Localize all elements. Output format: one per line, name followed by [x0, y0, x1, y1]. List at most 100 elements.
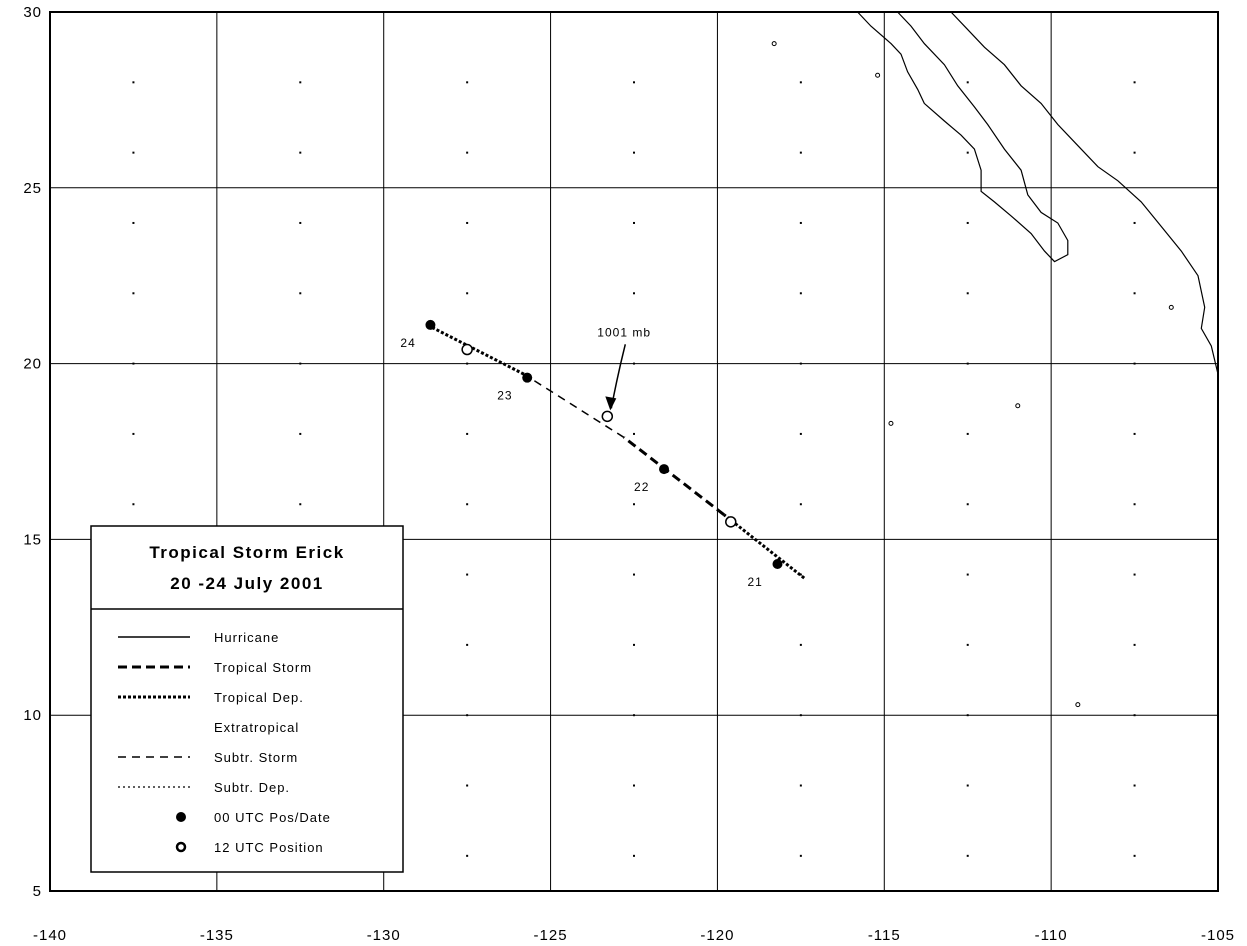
legend-label: Hurricane [214, 630, 279, 645]
grid-dot [633, 714, 635, 717]
storm-track: 21 22 23 24 1001 mb [400, 319, 806, 589]
legend-title: Tropical Storm Erick [149, 543, 344, 562]
grid-dot [633, 503, 635, 506]
lon-tick-label: -110 [1035, 927, 1068, 944]
grid-dot [466, 81, 469, 84]
grid-dot [633, 784, 635, 787]
grid-dot [1133, 784, 1136, 787]
island [1075, 702, 1081, 708]
grid-dot [466, 221, 469, 224]
baja-california-coast [857, 11, 1069, 263]
grid-dot [633, 573, 635, 576]
grid-dot [966, 643, 969, 646]
position-12utc [461, 343, 473, 356]
lon-tick-label: -135 [200, 927, 234, 944]
grid-dot [466, 643, 469, 646]
grid-dot [799, 714, 802, 717]
legend: Tropical Storm Erick 20 -24 July 2001 Hurr… [90, 525, 404, 873]
map-frame [49, 11, 1219, 892]
grid-dot [299, 221, 302, 224]
grid-dot [966, 151, 969, 154]
grid-dot [799, 432, 802, 435]
arrow-head [605, 396, 617, 411]
grid-dot [1133, 362, 1136, 365]
grid-dot [966, 432, 969, 435]
position-00utc [425, 319, 436, 330]
grid-dot [799, 81, 802, 84]
grid-dot [633, 151, 635, 154]
legend-symbol [176, 812, 186, 822]
position-00utc [522, 372, 533, 383]
axis-tick-labels: -140 -135 -130 -125 -120 -115 -110 -105 5 10 15 20 2… [23, 4, 1234, 944]
track-segment [723, 513, 806, 580]
island [1015, 403, 1021, 409]
grid-dot [799, 784, 802, 787]
lon-tick-label: -130 [367, 927, 401, 944]
grid-dot [966, 503, 969, 506]
lat-tick-label: 30 [23, 4, 42, 21]
grid-dot [132, 81, 135, 84]
grid-dot [966, 292, 969, 295]
grid-dot [1133, 292, 1136, 295]
grid-dot [966, 81, 969, 84]
grid-dot [966, 854, 969, 857]
legend-label: 12 UTC Position [214, 840, 324, 855]
grid-dot [799, 221, 802, 224]
grid-dot [633, 854, 635, 857]
lat-tick-label: 25 [23, 180, 42, 197]
mexico-coastline [771, 11, 1219, 708]
lat-tick-label: 15 [23, 531, 42, 548]
grid-dot [299, 503, 302, 506]
grid-dot [799, 854, 802, 857]
grid-dot [966, 784, 969, 787]
mainland-coast [950, 11, 1219, 375]
grid-dot [466, 362, 469, 365]
position-date-label: 22 [634, 480, 649, 494]
legend-label: 00 UTC Pos/Date [214, 810, 331, 825]
island [875, 72, 881, 78]
grid-dot [132, 221, 135, 224]
grid-dot [1133, 432, 1136, 435]
grid-dot [299, 151, 302, 154]
grid-dot [799, 362, 802, 365]
grid-dot [132, 151, 135, 154]
grid-dot [1133, 714, 1136, 717]
grid-dot [1133, 573, 1136, 576]
island [1168, 304, 1174, 310]
grid-dot [633, 292, 635, 295]
grid-dot [299, 362, 302, 365]
grid-dot [966, 714, 969, 717]
lon-tick-label: -125 [534, 927, 568, 944]
legend-label: Tropical Dep. [214, 690, 304, 705]
grid-dot [799, 503, 802, 506]
grid-dot [466, 854, 469, 857]
grid-dot [799, 643, 802, 646]
grid-dot [1133, 503, 1136, 506]
grid-dot [299, 81, 302, 84]
position-date-label: 21 [747, 575, 762, 589]
grid-dot [132, 292, 135, 295]
grid-dot [966, 573, 969, 576]
grid-dot [1133, 151, 1136, 154]
island [771, 41, 777, 47]
island [888, 420, 894, 426]
track-segment [523, 373, 625, 439]
grid-dot [466, 432, 469, 435]
position-12utc [725, 516, 737, 528]
grid-dot [132, 432, 135, 435]
track-segment [623, 436, 726, 516]
lat-tick-label: 10 [23, 707, 42, 724]
position-00utc [659, 464, 670, 475]
grid-dot [466, 573, 469, 576]
legend-label: Subtr. Storm [214, 750, 298, 765]
grid-dot [966, 362, 969, 365]
lat-tick-label: 20 [23, 356, 42, 373]
grid-dot [1133, 221, 1136, 224]
lon-tick-label: -120 [700, 927, 734, 944]
legend-symbol [175, 841, 187, 853]
grid-dot [633, 362, 635, 365]
position-date-label: 23 [497, 389, 512, 403]
grid-dot [132, 503, 135, 506]
grid-dot [633, 81, 635, 84]
